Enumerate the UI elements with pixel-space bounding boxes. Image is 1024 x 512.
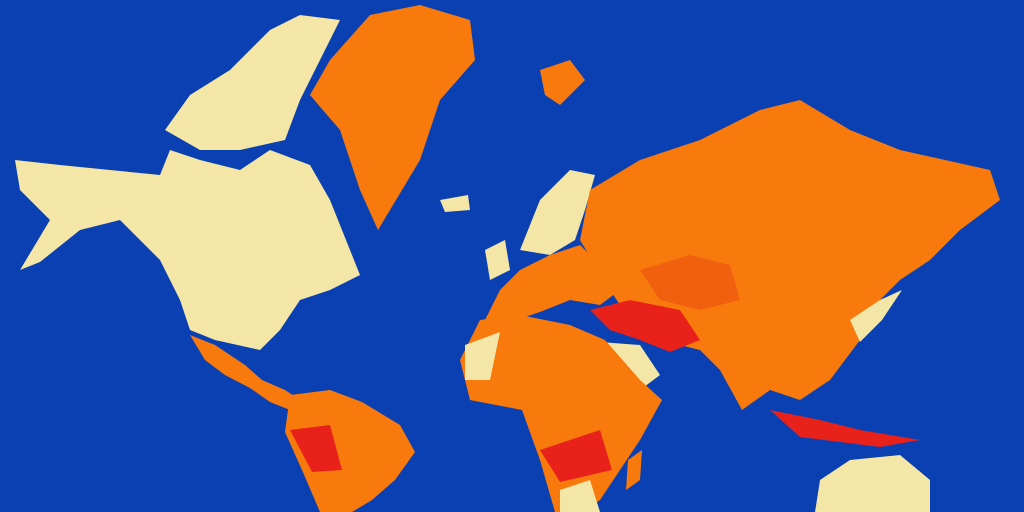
indonesia[interactable] xyxy=(770,410,920,447)
canadian-arctic-islands[interactable] xyxy=(165,15,340,150)
north-america[interactable] xyxy=(15,150,360,350)
madagascar[interactable] xyxy=(626,450,642,490)
middle-east[interactable] xyxy=(590,300,700,352)
southern-africa[interactable] xyxy=(560,480,600,512)
australia[interactable] xyxy=(815,455,930,512)
greenland[interactable] xyxy=(310,5,475,230)
scandinavia[interactable] xyxy=(520,170,595,255)
central-america[interactable] xyxy=(190,335,300,410)
japan[interactable] xyxy=(850,290,902,342)
iceland[interactable] xyxy=(440,195,470,212)
andean-region[interactable] xyxy=(290,425,342,472)
uk[interactable] xyxy=(485,240,510,280)
europe[interactable] xyxy=(485,245,620,322)
central-africa[interactable] xyxy=(540,430,612,482)
western-sahara[interactable] xyxy=(465,332,500,380)
africa[interactable] xyxy=(460,315,662,512)
south-america[interactable] xyxy=(285,390,415,512)
central-asia[interactable] xyxy=(640,255,740,310)
svalbard[interactable] xyxy=(540,60,585,105)
